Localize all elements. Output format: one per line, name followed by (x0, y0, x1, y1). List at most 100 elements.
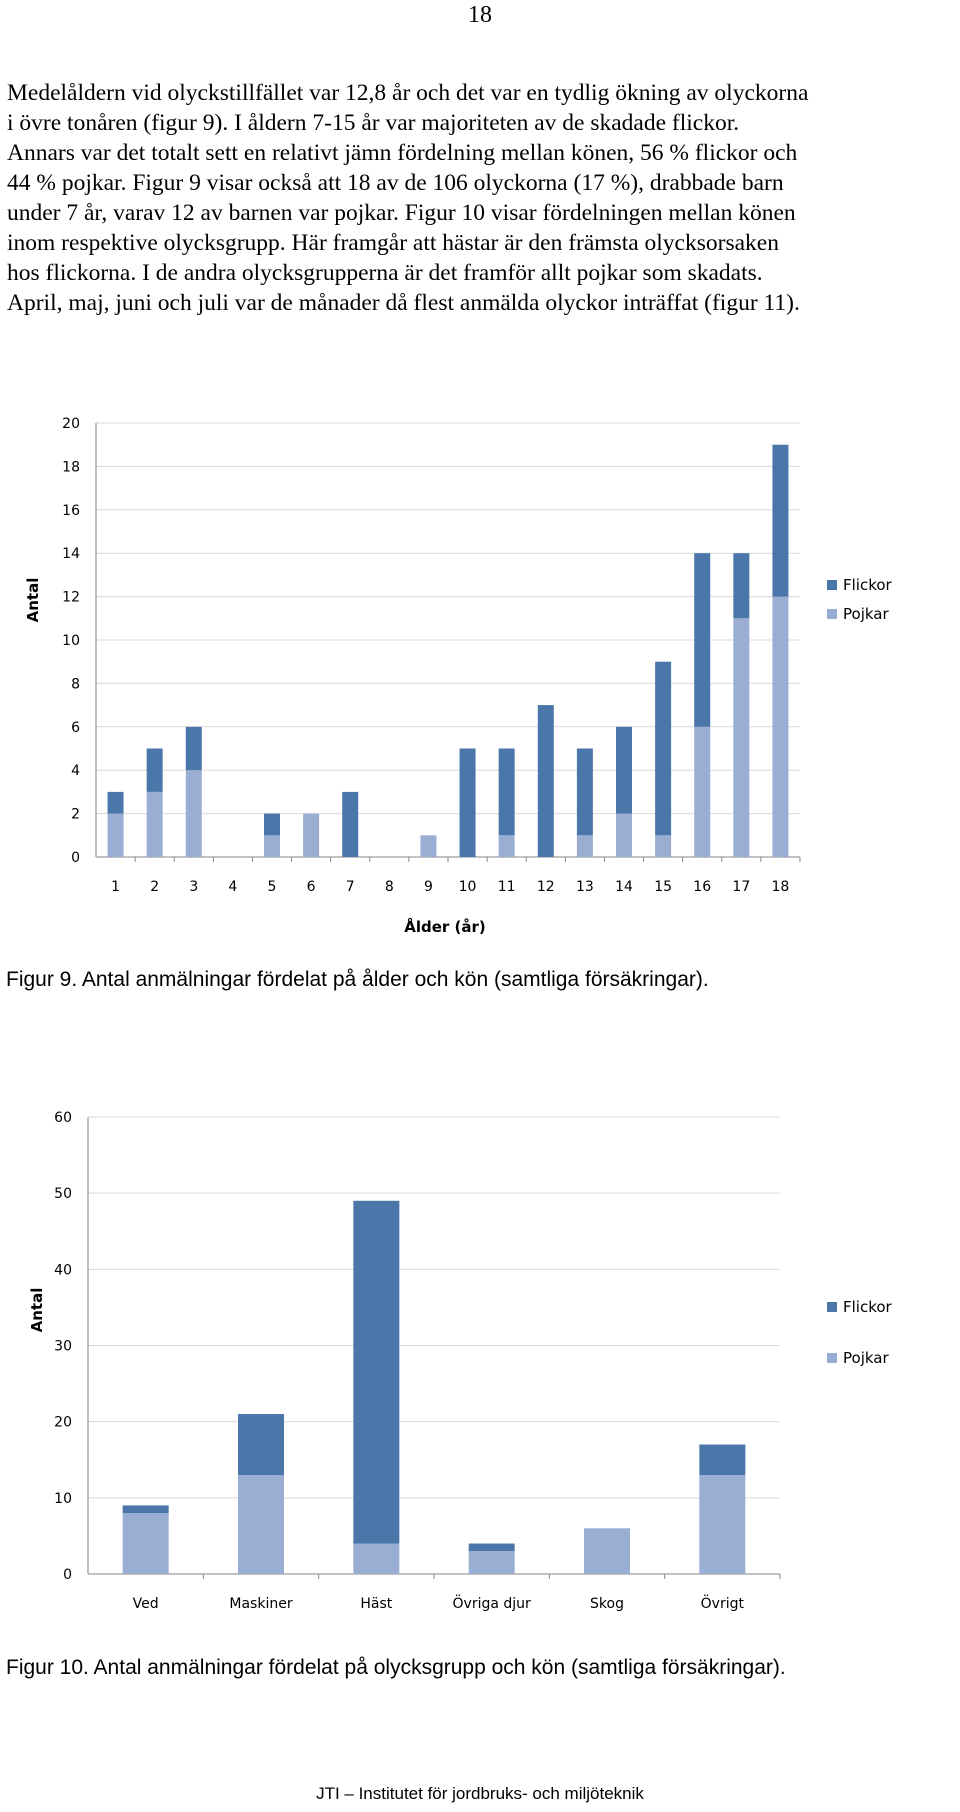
bar-pojkar-16 (694, 726, 711, 857)
legend-swatch-pojkar (827, 609, 837, 619)
y-tick-label: 0 (71, 850, 80, 866)
x-tick-label: Övriga djur (453, 1594, 532, 1612)
paragraph-line: 44 % pojkar. Figur 9 visar också att 18 … (7, 170, 784, 196)
x-tick-label: 13 (576, 879, 594, 895)
paragraph-line: Annars var det totalt sett en relativt j… (7, 140, 798, 166)
bar-flickor-15 (655, 661, 672, 836)
x-tick-label: Häst (360, 1596, 392, 1612)
y-tick-label: 50 (54, 1186, 72, 1202)
bar-pojkar-6 (303, 813, 320, 857)
bar-flickor-1 (107, 791, 124, 814)
x-tick-label: 2 (150, 879, 159, 895)
y-tick-label: 4 (71, 763, 80, 779)
y-tick-label: 20 (62, 416, 80, 432)
x-tick-label: 15 (654, 879, 672, 895)
y-tick-label: 0 (63, 1567, 72, 1583)
figure9-caption: Figur 9. Antal anmälningar fördelat på å… (6, 968, 709, 991)
bar-flickor-2 (146, 748, 163, 792)
page-number: 18 (468, 2, 492, 28)
bar-flickor-12 (537, 705, 554, 857)
legend-label-flickor: Flickor (843, 1298, 893, 1316)
bar-flickor-11 (498, 748, 515, 836)
x-tick-label: 12 (537, 879, 555, 895)
legend-label-pojkar: Pojkar (843, 1349, 889, 1367)
bar-pojkar-18 (772, 596, 789, 857)
paragraph-line: under 7 år, varav 12 av barnen var pojka… (7, 200, 796, 226)
y-tick-label: 10 (54, 1491, 72, 1507)
x-tick-label: 7 (346, 879, 355, 895)
bar-flickor-10 (459, 748, 476, 857)
x-tick-label: 10 (459, 879, 477, 895)
x-tick-label: 11 (498, 879, 516, 895)
y-tick-label: 60 (54, 1110, 72, 1126)
bar-pojkar-17 (733, 618, 750, 857)
legend-label-pojkar: Pojkar (843, 605, 889, 623)
x-axis-title: Ålder (år) (404, 917, 486, 936)
bar-pojkar-ved (122, 1513, 169, 1574)
y-tick-label: 6 (71, 720, 80, 736)
bar-pojkar-9 (420, 835, 437, 857)
bar-flickor-13 (576, 748, 593, 836)
y-tick-label: 14 (62, 546, 80, 562)
x-tick-label: 6 (307, 879, 316, 895)
figure10-group-chart: 0 10 20 30 40 50 60 Ved Maskiner Häst Övriga djur S… (28, 1110, 893, 1612)
paragraph-line: hos flickorna. I de andra olycksgruppern… (7, 260, 763, 286)
bar-flickor-övriga-djur (468, 1543, 515, 1552)
legend-swatch-pojkar (827, 1353, 837, 1363)
y-tick-label: 20 (54, 1415, 72, 1431)
x-tick-label: 1 (111, 879, 120, 895)
bar-pojkar-övrigt (699, 1474, 746, 1574)
bar-flickor-17 (733, 553, 750, 619)
bar-pojkar-maskiner (238, 1474, 284, 1574)
y-tick-label: 40 (54, 1262, 72, 1278)
bar-flickor-14 (616, 726, 632, 814)
bar-flickor-övrigt (699, 1444, 746, 1475)
x-tick-label: 17 (732, 879, 750, 895)
x-tick-label: Maskiner (229, 1596, 292, 1612)
x-tick-label: 8 (385, 879, 394, 895)
bar-pojkar-övriga-djur (468, 1551, 515, 1574)
x-tick-label: 18 (772, 879, 790, 895)
y-tick-label: 2 (71, 807, 80, 823)
bar-flickor-16 (694, 553, 711, 727)
bar-flickor-3 (185, 726, 202, 771)
legend-label-flickor: Flickor (843, 576, 893, 594)
bar-pojkar-skog (584, 1528, 630, 1574)
bar-pojkar-2 (146, 791, 163, 857)
bar-flickor-7 (342, 791, 359, 857)
x-tick-label: 16 (693, 879, 711, 895)
bar-flickor-ved (122, 1505, 169, 1514)
bar-pojkar-14 (616, 813, 632, 857)
paragraph-line: inom respektive olycksgrupp. Här framgår… (7, 230, 779, 256)
y-axis-title: Antal (28, 1288, 46, 1333)
x-tick-label: 4 (228, 879, 237, 895)
bar-pojkar-häst (353, 1543, 400, 1574)
bar-pojkar-5 (264, 835, 280, 857)
legend-swatch-flickor (827, 580, 837, 590)
body-paragraph: Medelåldern vid olyckstillfället var 12,… (7, 78, 955, 318)
y-tick-label: 12 (62, 590, 80, 606)
bar-flickor-18 (772, 444, 789, 597)
bar-pojkar-1 (107, 813, 124, 857)
y-tick-label: 18 (62, 459, 80, 475)
bar-flickor-häst (353, 1200, 400, 1544)
bar-pojkar-15 (655, 835, 672, 857)
y-tick-label: 10 (62, 633, 80, 649)
paragraph-line: i övre tonåren (figur 9). I åldern 7-15 … (7, 110, 740, 136)
bar-flickor-5 (264, 813, 280, 836)
bar-flickor-maskiner (238, 1414, 284, 1475)
x-tick-label: Skog (590, 1596, 624, 1612)
x-tick-label: 9 (424, 879, 433, 895)
x-tick-label: 3 (189, 879, 198, 895)
y-tick-label: 8 (71, 676, 80, 692)
bar-pojkar-13 (576, 835, 593, 857)
y-axis-title: Antal (24, 578, 42, 623)
x-tick-label: 14 (615, 879, 633, 895)
x-tick-label: 5 (268, 879, 277, 895)
bar-pojkar-3 (185, 770, 202, 857)
page-footer: JTI – Institutet för jordbruks- och milj… (316, 1784, 644, 1803)
y-tick-label: 16 (62, 503, 80, 519)
paragraph-line: April, maj, juni och juli var de månader… (7, 290, 800, 316)
x-tick-label: Övrigt (701, 1594, 745, 1612)
